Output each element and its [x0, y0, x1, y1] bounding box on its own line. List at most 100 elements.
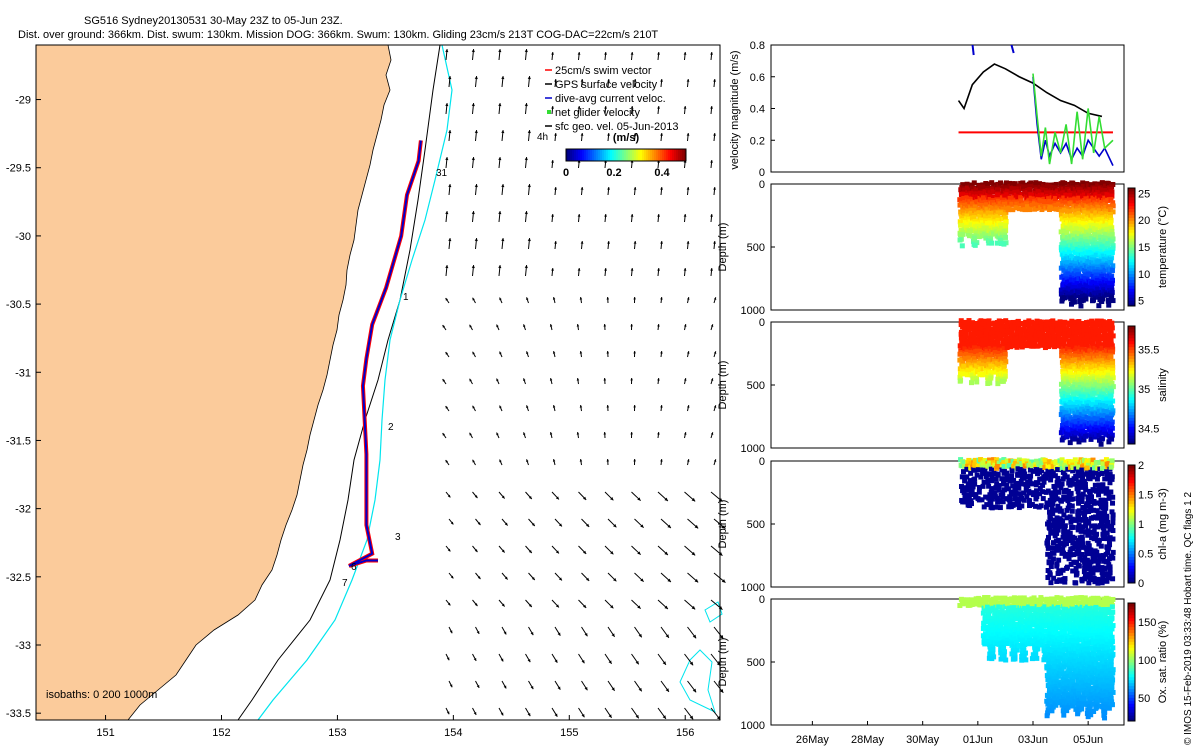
- current-vector-head: [549, 432, 553, 435]
- section-point: [1033, 206, 1039, 212]
- section-point: [1073, 415, 1079, 421]
- section-point: [989, 363, 995, 369]
- section-point: [1064, 679, 1070, 685]
- current-vector-head: [526, 351, 529, 355]
- section-point: [1091, 530, 1097, 536]
- section-point: [1066, 683, 1072, 689]
- colorbar-swatch: [604, 149, 607, 161]
- section-point: [1065, 235, 1071, 241]
- section-point: [1068, 519, 1074, 525]
- section-point: [1110, 277, 1116, 283]
- section-point: [1095, 471, 1101, 477]
- section-point: [1000, 378, 1006, 384]
- colorbar-swatch: [624, 149, 627, 161]
- section-point: [1009, 468, 1015, 474]
- section-point: [1001, 201, 1007, 207]
- section-point: [1047, 460, 1053, 466]
- section-point: [997, 210, 1003, 216]
- section-point: [969, 366, 975, 372]
- colorbar-swatch: [630, 149, 633, 161]
- section-point: [1090, 196, 1096, 202]
- section-colorbar-swatch: [1128, 358, 1135, 362]
- section-colorbar-swatch: [1128, 441, 1135, 445]
- section-point: [1064, 208, 1070, 214]
- section-point: [1038, 319, 1044, 325]
- section-point: [1096, 204, 1102, 210]
- current-vector-head: [551, 214, 554, 217]
- section-colorbar-swatch: [1128, 423, 1135, 427]
- section-point: [986, 353, 992, 359]
- section-point: [1009, 605, 1015, 611]
- current-vector-head: [523, 324, 526, 328]
- section-point: [1061, 712, 1067, 718]
- section-point: [993, 635, 999, 641]
- section-colorbar-tick-label: 15: [1138, 242, 1150, 254]
- section-point: [1031, 619, 1037, 625]
- colorbar-swatch: [576, 149, 579, 161]
- current-vector-head: [551, 52, 554, 55]
- section-point: [1073, 580, 1079, 586]
- section-colorbar-label: temperature (°C): [1157, 206, 1169, 288]
- section-colorbar-swatch: [1128, 515, 1135, 519]
- section-point: [1109, 228, 1115, 234]
- current-vector-head: [581, 713, 585, 718]
- section-point: [1018, 329, 1024, 335]
- section-point: [1006, 504, 1012, 510]
- current-vector-head: [633, 405, 636, 408]
- section-point: [1053, 620, 1059, 626]
- section-point: [969, 185, 975, 191]
- section-point: [1039, 616, 1045, 622]
- section-point: [1106, 204, 1112, 210]
- section-point: [1103, 505, 1109, 511]
- section-point: [1033, 496, 1039, 502]
- section-point: [1093, 217, 1099, 223]
- section-point: [1056, 636, 1062, 642]
- current-vector-head: [638, 687, 642, 692]
- section-point: [959, 213, 965, 219]
- colorbar-swatch: [632, 149, 635, 161]
- section-point: [980, 341, 986, 347]
- section-point: [1055, 503, 1061, 509]
- colorbar-swatch: [678, 149, 681, 161]
- section-colorbar-frame: [1127, 187, 1136, 307]
- current-vector-head: [657, 268, 660, 271]
- section-point: [1004, 482, 1010, 488]
- section-point: [1076, 371, 1082, 377]
- section-point: [1071, 299, 1077, 305]
- section-point: [1066, 388, 1072, 394]
- section-point: [1062, 358, 1068, 364]
- section-point: [1076, 508, 1082, 514]
- section-point: [1072, 433, 1078, 439]
- section-point: [1027, 620, 1033, 626]
- section-point: [1059, 406, 1065, 412]
- section-point: [1101, 518, 1107, 524]
- section-point: [957, 202, 963, 208]
- section-point: [1064, 564, 1070, 570]
- section-point: [1042, 651, 1048, 657]
- section-colorbar-swatch: [1128, 488, 1135, 493]
- section-point: [1076, 493, 1082, 499]
- section-colorbar-swatch: [1128, 326, 1135, 330]
- section-point: [1075, 711, 1081, 717]
- section-point: [1090, 273, 1096, 279]
- section-point: [1073, 466, 1079, 472]
- section-point: [1078, 303, 1084, 309]
- section-point: [1059, 656, 1065, 662]
- current-vector-head: [445, 298, 449, 301]
- section-point: [973, 601, 979, 607]
- section-point: [1024, 343, 1030, 349]
- colorbar-swatch: [580, 149, 583, 161]
- section-point: [963, 327, 969, 333]
- section-point: [963, 356, 969, 362]
- colorbar-swatch: [644, 149, 647, 161]
- section-point: [1105, 404, 1111, 410]
- section-point: [1100, 223, 1106, 229]
- section-point: [1072, 634, 1078, 640]
- section-point: [1076, 337, 1082, 343]
- section-point: [1043, 504, 1049, 510]
- section-point: [990, 632, 996, 638]
- section-point: [991, 457, 997, 463]
- section-point: [1074, 184, 1080, 190]
- section-point: [1067, 533, 1073, 539]
- section-point: [1086, 344, 1092, 350]
